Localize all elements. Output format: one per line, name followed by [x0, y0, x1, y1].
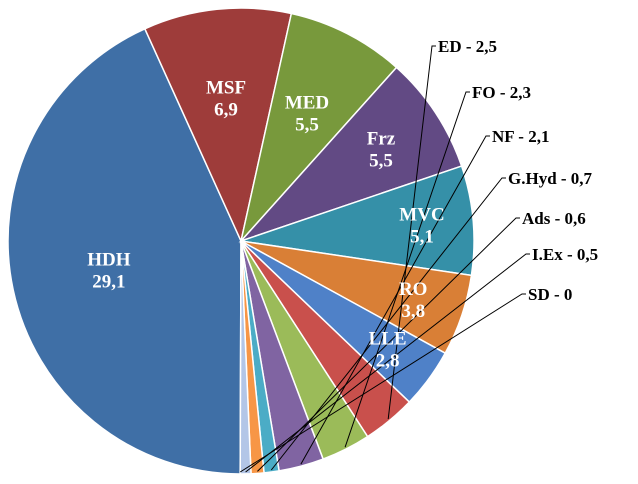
slice-name-med: MED [285, 93, 329, 114]
slice-label-ed: ED - 2,5 [438, 37, 497, 56]
slice-name-frz: Frz [367, 129, 396, 150]
slice-label-ro: RO 3,8 [399, 279, 428, 322]
leader-sd [239, 293, 526, 473]
slice-label-ads: Ads - 0,6 [522, 209, 586, 228]
slice-label-med: MED 5,5 [285, 93, 329, 136]
slice-name-msf: MSF [206, 77, 246, 98]
slice-label-msf: MSF 6,9 [206, 77, 246, 120]
slice-frz [238, 66, 463, 243]
slice-msf [143, 7, 293, 244]
leader-lines [239, 45, 530, 473]
leader-ads [257, 217, 520, 472]
slice-label-mvc: MVC 5,1 [399, 205, 444, 248]
leader-fo [344, 91, 470, 448]
slice-label-frz: Frz 5,5 [367, 129, 396, 172]
slice-value-hdh: 29,1 [92, 271, 125, 292]
slice-value-med: 5,5 [295, 115, 319, 136]
slice-label-g-hyd: G.Hyd - 0,7 [508, 169, 593, 188]
slice-value-lle: 2,8 [376, 351, 400, 372]
pie-slices [7, 7, 475, 475]
slice-label-fo: FO - 2,3 [472, 83, 531, 102]
slice-label-hdh: HDH 29,1 [87, 249, 131, 292]
leader-ed [387, 45, 436, 420]
leader-g-hyd [270, 177, 506, 471]
slice-hdh [7, 27, 242, 475]
slice-name-ro: RO [399, 279, 428, 300]
slice-value-msf: 6,9 [214, 99, 238, 120]
slice-label-i-ex: I.Ex - 0,5 [532, 245, 598, 264]
slice-value-ro: 3,8 [401, 301, 425, 322]
slice-mvc [240, 165, 475, 277]
slice-label-nf: NF - 2,1 [492, 127, 549, 146]
slice-value-mvc: 5,1 [410, 227, 434, 248]
slice-i-ex [239, 240, 252, 475]
slice-med [239, 12, 398, 244]
slice-name-hdh: HDH [87, 249, 131, 270]
slice-value-frz: 5,5 [369, 151, 393, 172]
slice-label-sd: SD - 0 [528, 285, 572, 304]
slice-name-mvc: MVC [399, 205, 444, 226]
slice-name-lle: LLE [369, 329, 407, 350]
leader-i-ex [245, 253, 530, 473]
slice-label-lle: LLE 2,8 [369, 329, 407, 372]
